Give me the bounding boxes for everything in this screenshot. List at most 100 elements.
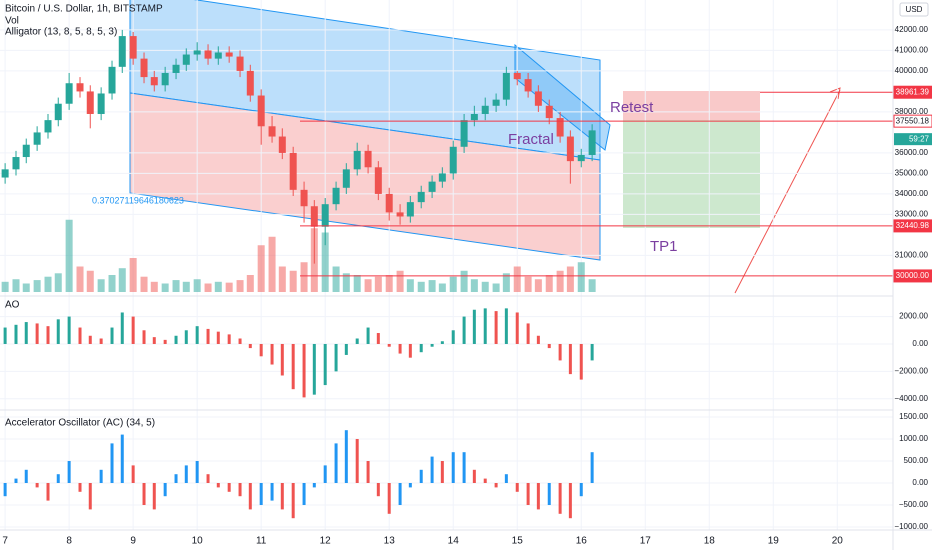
- y-tick-label: 31000.00: [895, 251, 929, 260]
- volume-bar: [225, 282, 233, 292]
- ao-bar: [142, 330, 146, 344]
- volume-bar: [140, 276, 148, 292]
- ac-bar: [216, 482, 220, 488]
- volume-bar: [182, 281, 190, 292]
- volume-bar: [150, 281, 158, 292]
- ao-bar: [302, 343, 306, 398]
- volume-bar: [1, 281, 9, 292]
- volume-bar: [481, 281, 489, 292]
- candle-body: [225, 52, 233, 57]
- y-tick-label: 38000.00: [895, 107, 929, 116]
- volume-bar: [44, 276, 52, 292]
- ac-bar: [579, 482, 583, 497]
- ao-bar: [259, 343, 263, 357]
- ao-bar: [568, 343, 572, 375]
- candle-body: [481, 105, 489, 114]
- y-tick-label: 500.00: [904, 456, 929, 465]
- x-tick-label: 12: [320, 536, 332, 547]
- candle-body: [54, 103, 62, 121]
- candle-body: [108, 66, 116, 94]
- volume-bar: [129, 258, 137, 292]
- candle-body: [428, 181, 436, 192]
- volume-bar: [172, 280, 180, 292]
- ao-bar: [35, 323, 39, 344]
- candle-body: [502, 72, 510, 100]
- volume-bar: [438, 283, 446, 292]
- ac-bar: [344, 430, 348, 483]
- ac-bar: [56, 474, 60, 483]
- candle-body: [193, 50, 201, 55]
- ac-bar: [547, 482, 551, 506]
- volume-bar: [524, 276, 532, 292]
- ao-bar: [216, 331, 220, 344]
- ao-bar: [387, 343, 391, 347]
- candle-body: [513, 72, 521, 80]
- ac-bar: [558, 482, 562, 514]
- y-tick-label: 33000.00: [895, 210, 929, 219]
- y-tick-label: −2000.00: [894, 366, 928, 375]
- ac-bar: [206, 474, 210, 483]
- volume-bar: [278, 266, 286, 292]
- arrow-head: [829, 87, 841, 100]
- ac-bar: [248, 482, 252, 510]
- ao-bar: [536, 335, 540, 344]
- candle-body: [374, 167, 382, 194]
- y-tick-label: 0.00: [912, 478, 928, 487]
- currency-box[interactable]: [899, 2, 929, 17]
- ac-bar: [3, 482, 7, 497]
- volume-bar: [556, 270, 564, 292]
- ac-bar: [483, 478, 487, 483]
- ac-bar: [302, 482, 306, 506]
- ac-bar: [184, 465, 188, 483]
- ao-bar: [483, 308, 487, 344]
- ac-bar: [88, 482, 92, 510]
- ac-bar: [440, 460, 444, 483]
- candle-body: [12, 157, 20, 170]
- candle-body: [438, 173, 446, 182]
- ao-bar: [131, 316, 135, 344]
- volume-bar: [268, 236, 276, 292]
- y-tick-label: 42000.00: [895, 25, 929, 34]
- candle-body: [577, 154, 585, 162]
- candle-body: [524, 79, 532, 92]
- target-zone: [623, 120, 760, 228]
- ao-bar: [494, 311, 498, 344]
- candle-body: [545, 105, 553, 119]
- ac-bar: [67, 460, 71, 483]
- volume-title: Vol: [5, 16, 19, 27]
- ao-bar: [14, 324, 18, 344]
- x-tick-label: 14: [448, 536, 460, 547]
- candle-body: [268, 126, 276, 137]
- ac-bar: [462, 452, 466, 483]
- volume-bar: [588, 279, 596, 292]
- ao-bar: [99, 338, 103, 344]
- ac-bar: [174, 474, 178, 483]
- ao-bar: [24, 322, 28, 344]
- fractal-label: Fractal: [508, 131, 554, 148]
- ac-bar: [152, 482, 156, 510]
- candle-body: [492, 99, 500, 106]
- ao-bar: [590, 343, 594, 361]
- candle-body: [566, 136, 574, 162]
- x-tick-label: 19: [768, 536, 780, 547]
- currency[interactable]: USD: [906, 5, 923, 14]
- ao-bar: [291, 343, 295, 390]
- ac-bar: [14, 478, 18, 483]
- ao-bar: [280, 343, 284, 376]
- ac-bar: [451, 452, 455, 483]
- volume-bar: [385, 275, 393, 292]
- candle-body: [310, 206, 318, 227]
- ac-title: Accelerator Oscillator (AC) (34, 5): [5, 418, 155, 429]
- ao-bar: [248, 343, 252, 349]
- y-tick-label: −500.00: [899, 500, 929, 509]
- volume-bar: [332, 266, 340, 292]
- ac-bar: [334, 443, 338, 483]
- candle-body: [140, 58, 148, 78]
- ac-bar: [24, 469, 28, 483]
- candle-body: [257, 95, 265, 127]
- ac-bar: [259, 482, 263, 506]
- candle-body: [396, 212, 404, 217]
- candle-body: [76, 83, 84, 92]
- price-tag: [893, 85, 932, 99]
